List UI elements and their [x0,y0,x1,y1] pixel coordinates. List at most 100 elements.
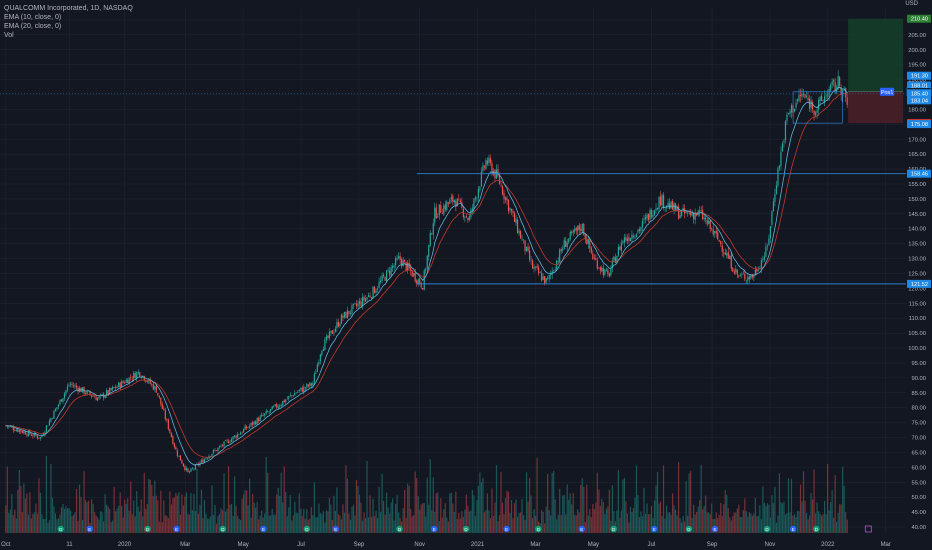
candle-body [74,385,76,387]
earnings-marker[interactable] [650,525,658,533]
earnings-marker-glyph: E [653,527,656,532]
candle-body [202,459,204,463]
volume-bar [21,512,23,533]
volume-bar [176,495,178,533]
legend-ema20[interactable]: EMA (20, close, 0) [4,23,62,30]
x-tick-label: Nov [765,542,776,548]
dividend-marker[interactable] [219,525,227,533]
candle-body [101,394,103,395]
position-label-box[interactable] [880,87,895,96]
candle-body [5,425,7,427]
candle-body [30,434,32,436]
volume-bar [655,485,657,533]
candle-body [286,398,288,400]
earnings-marker[interactable] [173,525,180,533]
volume-bar [512,518,514,533]
volume-bar [393,520,395,533]
volume-bar [361,520,364,533]
volume-bar [113,486,115,533]
candle-body [38,437,40,439]
x-tick-label: 2020 [118,542,132,548]
volume-bar [247,505,249,533]
y-tick-label: 140.00 [908,227,926,233]
candle-body [370,297,373,298]
volume-bar [339,515,341,533]
dividend-marker[interactable] [763,525,771,533]
upcoming-earnings-marker[interactable] [864,525,872,533]
volume-bar [258,519,260,533]
earnings-marker[interactable] [430,525,438,533]
volume-bar [706,512,708,533]
candle-body [437,216,439,218]
volume-bar [334,510,337,533]
volume-bar [503,514,505,533]
dividend-marker[interactable] [57,525,64,533]
volume-bar [429,459,431,533]
volume-bar [518,513,520,533]
candle-body [166,419,168,421]
earnings-marker[interactable] [260,525,267,533]
candle-body [732,267,734,272]
price-level-text: 158.46 [911,172,928,178]
volume-bar [303,508,305,533]
dividend-marker[interactable] [610,525,617,533]
candle-body [799,95,802,97]
legend-symbol[interactable]: QUALCOMM Incorporated, 1D, NASDAQ [4,5,133,12]
candle-body [559,249,561,262]
dividend-marker[interactable] [685,525,693,533]
candle-body [164,410,166,420]
earnings-marker[interactable] [711,525,719,533]
candle-body [528,250,531,260]
volume-bar [486,493,489,533]
candle-body [414,272,416,282]
candle-body [420,283,422,288]
candle-body [215,449,218,451]
position-label[interactable]: Pos1 [881,90,894,96]
volume-bar [455,491,457,533]
volume-bar [845,512,847,533]
candle-body [17,429,19,432]
volume-bar [42,518,45,533]
volume-bar [107,506,109,533]
consolidation-box[interactable] [792,91,843,124]
candle-body [441,213,443,215]
legend-vol[interactable]: Vol [4,32,14,39]
candle-body [572,230,574,233]
dividend-marker[interactable] [144,525,151,533]
volume-bar [212,514,215,533]
time-axis[interactable]: Oct 11 2020 Mar May Jul Sep Nov 2021 Mar May Jul Sep… [1,542,891,548]
earnings-marker[interactable] [503,525,510,533]
volume-bar [312,514,314,533]
earnings-marker[interactable] [332,525,339,533]
price-level-badge [907,169,931,178]
volume-bar [690,470,692,533]
volume-bar [27,514,29,533]
candle-body [285,399,287,402]
earnings-marker[interactable] [86,525,93,533]
volume-bar [443,509,445,533]
candle-body [75,385,78,388]
candle-body [471,208,473,210]
currency-label[interactable]: USD [905,1,918,7]
dividend-marker[interactable] [303,525,311,533]
candle-body [527,246,529,251]
candle-body [760,260,762,269]
dividend-marker[interactable] [813,525,820,533]
volume-bar [837,512,839,533]
earnings-marker[interactable] [578,525,586,533]
earnings-marker[interactable] [789,525,797,533]
dividend-marker[interactable] [462,525,470,533]
dividend-marker[interactable] [535,525,542,533]
dividend-marker[interactable] [396,525,403,533]
volume-bar [29,492,31,533]
legend-ema10[interactable]: EMA (10, close, 0) [4,14,62,21]
candle-body [190,468,192,472]
volume-bar [771,495,773,533]
volume-bar [315,517,317,533]
candle-body [671,201,674,210]
horizontal-levels[interactable] [0,91,906,285]
volume-bar [136,491,138,533]
candle-body [121,381,123,388]
